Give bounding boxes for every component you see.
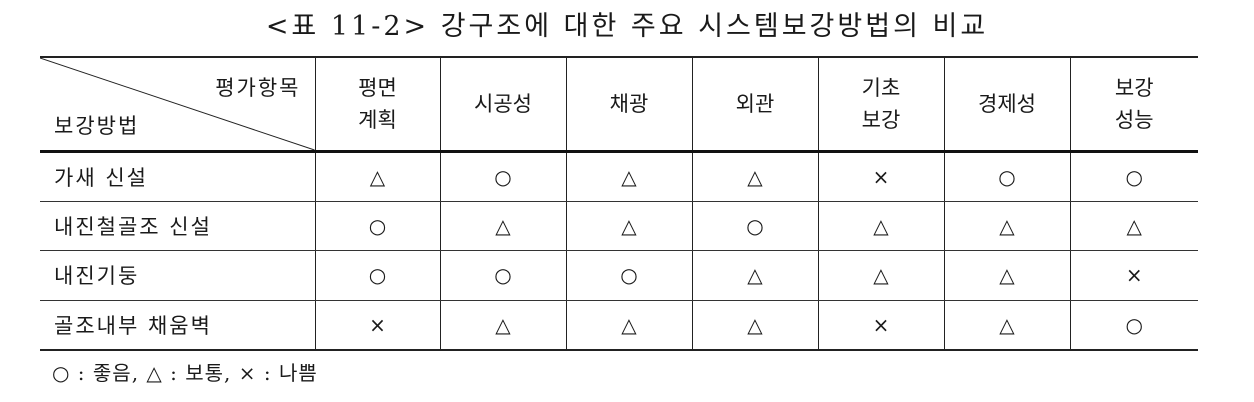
method-cell: 내진철골조 신설: [40, 201, 316, 251]
table-row: 내진철골조 신설 ○ △ △ ○ △ △ △: [40, 201, 1198, 251]
evaluation-items-label: 평가항목: [215, 76, 301, 100]
method-cell: 가새 신설: [40, 151, 316, 202]
reinforcement-method-label: 보강방법: [54, 114, 140, 138]
table-row: 내진기둥 ○ ○ ○ △ △ △ ×: [40, 250, 1198, 301]
rating-cell: △: [691, 250, 819, 301]
column-header: 외관: [691, 56, 819, 153]
table-row: 가새 신설 △ ○ △ △ × ○ ○: [40, 151, 1198, 202]
rating-cell: △: [565, 300, 693, 351]
diagonal-divider: [40, 58, 315, 150]
rating-cell: ○: [691, 201, 819, 251]
rating-cell: △: [314, 151, 441, 202]
rating-cell: ×: [817, 151, 945, 202]
rating-cell: △: [1069, 201, 1198, 251]
header-row: 평가항목 보강방법 평면 계획 시공성 채광 외관 기초 보강 경제성 보강 성능: [40, 56, 1198, 153]
rating-cell: ×: [314, 300, 441, 351]
rating-cell: ○: [439, 151, 567, 202]
column-header: 기초 보강: [817, 56, 945, 153]
rating-cell: △: [439, 201, 567, 251]
rating-cell: ○: [1069, 151, 1198, 202]
rating-cell: △: [565, 201, 693, 251]
table-row: 골조내부 채움벽 × △ △ △ × △ ○: [40, 300, 1198, 351]
comparison-table: 평가항목 보강방법 평면 계획 시공성 채광 외관 기초 보강 경제성 보강 성능 가…: [40, 56, 1198, 351]
rating-cell: △: [439, 300, 567, 351]
rating-cell: △: [691, 151, 819, 202]
rating-cell: △: [691, 300, 819, 351]
column-header: 시공성: [439, 56, 567, 153]
method-cell: 내진기둥: [40, 250, 316, 301]
rating-cell: △: [943, 300, 1071, 351]
rating-cell: ○: [943, 151, 1071, 202]
column-header: 경제성: [943, 56, 1071, 153]
legend-note: ○ : 좋음, △ : 보통, × : 나쁨: [52, 361, 318, 385]
rating-cell: ○: [565, 250, 693, 301]
rating-cell: ○: [314, 201, 441, 251]
rating-cell: ○: [1069, 300, 1198, 351]
rating-cell: ×: [817, 300, 945, 351]
method-cell: 골조내부 채움벽: [40, 300, 316, 351]
rating-cell: △: [817, 250, 945, 301]
column-header: 보강 성능: [1069, 56, 1198, 153]
table-title: <표 11-2> 강구조에 대한 주요 시스템보강방법의 비교: [265, 11, 989, 42]
rating-cell: ×: [1069, 250, 1198, 301]
rating-cell: △: [565, 151, 693, 202]
rating-cell: △: [943, 201, 1071, 251]
corner-header-cell: 평가항목 보강방법: [40, 56, 316, 153]
column-header: 채광: [565, 56, 693, 153]
rating-cell: ○: [314, 250, 441, 301]
rating-cell: △: [943, 250, 1071, 301]
rating-cell: △: [817, 201, 945, 251]
rating-cell: ○: [439, 250, 567, 301]
column-header: 평면 계획: [314, 56, 441, 153]
